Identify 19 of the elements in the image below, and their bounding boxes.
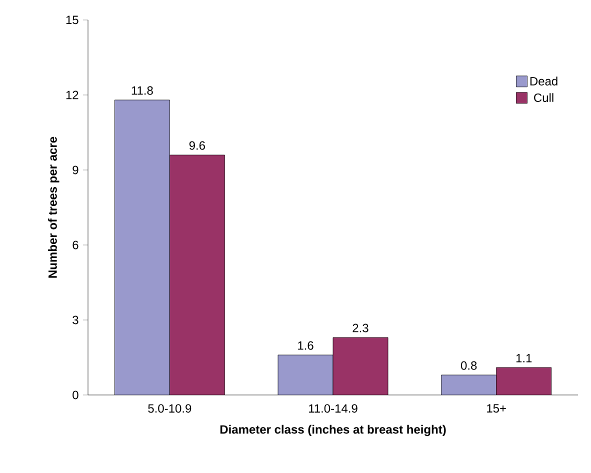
data-label: 1.6 (298, 341, 314, 350)
x-tick-label: 11.0-14.9 (309, 404, 358, 413)
data-label: 11.8 (132, 86, 153, 95)
legend-label: Cull (534, 93, 554, 102)
data-label: 9.6 (189, 141, 205, 150)
y-axis-title: Number of trees per acre (48, 136, 60, 278)
y-tick-label: 15 (66, 16, 78, 24)
legend-label: Dead (530, 76, 558, 86)
x-axis-title: Diameter class (inches at breast height) (220, 424, 446, 436)
data-label: 1.1 (516, 354, 532, 362)
y-tick-label: 6 (72, 240, 78, 250)
data-label: 0.8 (460, 361, 477, 370)
data-label: 2.3 (352, 324, 368, 332)
y-tick-label: 3 (72, 316, 78, 324)
x-tick-label: 5.0-10.9 (148, 404, 192, 413)
y-tick-label: 9 (72, 166, 78, 174)
y-tick-label: 12 (66, 90, 78, 100)
x-tick-label: 15+ (487, 404, 506, 413)
y-tick-label: 0 (72, 390, 78, 400)
